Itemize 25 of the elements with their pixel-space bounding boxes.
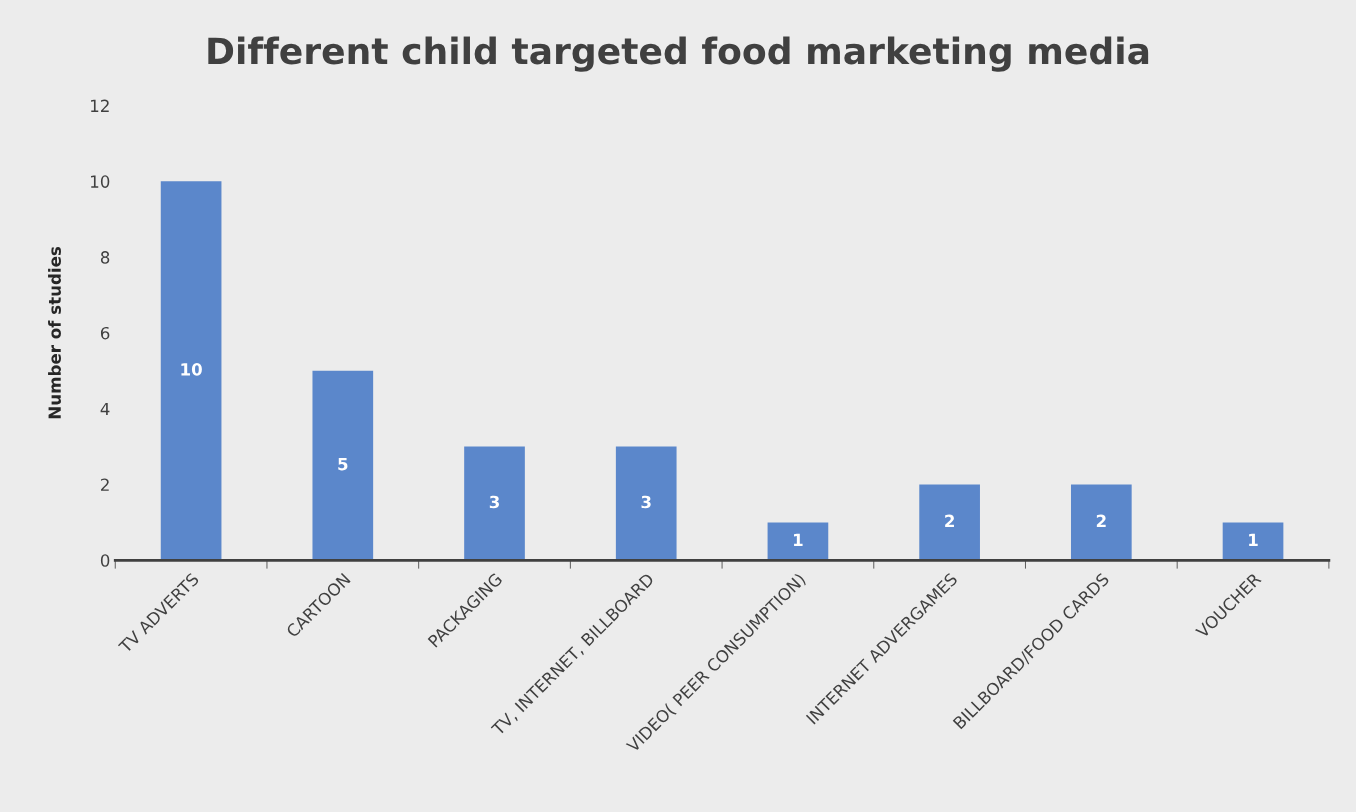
- data-label: 2: [1096, 514, 1106, 527]
- bar: [312, 370, 374, 561]
- data-label: 5: [338, 457, 348, 471]
- bar: [464, 446, 525, 561]
- bar: [615, 446, 677, 561]
- data-label: 1: [1249, 533, 1258, 546]
- y-tick-label: 2: [101, 478, 109, 491]
- y-tick-label: 0: [100, 554, 110, 567]
- y-tick-label: 12: [91, 99, 109, 112]
- bar: [767, 522, 829, 561]
- data-label: 10: [181, 363, 202, 376]
- data-label: 1: [794, 533, 803, 546]
- bar: [1222, 522, 1284, 561]
- bar: [1070, 484, 1132, 561]
- y-tick-label: 4: [100, 402, 110, 416]
- bar: [919, 484, 980, 561]
- bar: [160, 181, 222, 561]
- y-tick-label: 8: [100, 251, 110, 264]
- y-axis-title: Number of studies: [48, 246, 61, 419]
- data-label: 3: [641, 495, 651, 509]
- data-label: 3: [489, 495, 499, 509]
- y-tick-label: 6: [100, 326, 110, 340]
- y-tick-label: 10: [91, 175, 110, 188]
- data-label: 2: [945, 514, 954, 527]
- chart-title: Different child targeted food marketing media: [208, 36, 1149, 72]
